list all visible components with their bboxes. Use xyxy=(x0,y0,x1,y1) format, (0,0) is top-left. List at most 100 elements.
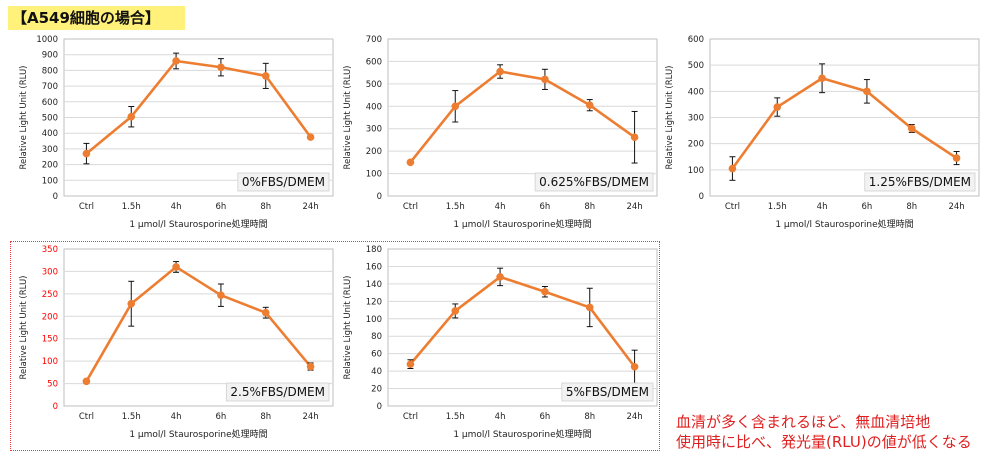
y-tick-label: 300 xyxy=(42,145,58,155)
y-tick-label: 60 xyxy=(371,350,382,360)
y-tick-label: 250 xyxy=(42,290,58,300)
y-axis-label: Relative Light Unit (RLU) xyxy=(665,66,675,170)
x-tick-label: Ctrl xyxy=(79,412,94,422)
y-tick-label: 40 xyxy=(371,367,382,377)
condition-label: 1.25%FBS/DMEM xyxy=(869,175,971,189)
y-tick-label: 0 xyxy=(53,402,58,412)
x-tick-label: 8h xyxy=(260,412,271,422)
x-tick-label: 6h xyxy=(540,412,551,422)
x-tick-label: 1.5h xyxy=(446,202,465,212)
plot-area xyxy=(63,248,334,407)
x-axis-label: 1 μmol/l Staurosporine処理時間 xyxy=(129,218,267,230)
x-tick-label: Ctrl xyxy=(725,202,740,212)
data-point xyxy=(82,149,91,158)
y-tick-label: 0 xyxy=(699,192,704,202)
x-tick-label: 1.5h xyxy=(122,412,141,422)
data-point xyxy=(952,154,961,162)
plot-area xyxy=(387,248,658,407)
y-tick-label: 160 xyxy=(366,262,382,272)
y-tick-label: 600 xyxy=(366,57,382,67)
y-tick-label: 200 xyxy=(366,147,382,157)
data-point xyxy=(127,299,136,308)
x-tick-label: 4h xyxy=(495,412,506,422)
x-tick-label: 6h xyxy=(216,202,227,212)
y-tick-label: 0 xyxy=(377,192,382,202)
y-axis-label: Relative Light Unit (RLU) xyxy=(343,66,353,170)
chart-5pct-fbs: 0 20 40 60 80 100 120 140 160 180 Ctrl 1.5h 4h 6h 8h 24… xyxy=(338,243,663,448)
y-tick-label: 120 xyxy=(366,297,382,307)
y-tick-label: 500 xyxy=(42,114,58,124)
chart-0pct-fbs: 0 100 200 300 400 500 600 700 800 900 1000 Ctrl 1.5h… xyxy=(14,33,339,238)
x-tick-label: Ctrl xyxy=(79,202,94,212)
y-tick-label: 100 xyxy=(366,315,382,325)
x-axis-label: 1 μmol/l Staurosporine処理時間 xyxy=(775,218,913,230)
x-axis-label: 1 μmol/l Staurosporine処理時間 xyxy=(453,218,591,230)
y-tick-label: 200 xyxy=(42,161,58,171)
y-tick-label: 900 xyxy=(42,51,58,61)
x-tick-label: 1.5h xyxy=(768,202,787,212)
conclusion-line-2: 使用時に比べ、発光量(RLU)の値が低くなる xyxy=(676,433,972,451)
x-axis-label: 1 μmol/l Staurosporine処理時間 xyxy=(129,428,267,440)
data-point xyxy=(630,133,639,142)
y-axis-label: Relative Light Unit (RLU) xyxy=(343,276,353,380)
x-tick-label: 8h xyxy=(584,412,595,422)
chart-svg: 0 20 40 60 80 100 120 140 160 180 Ctrl 1.5h 4h 6h 8h 24… xyxy=(343,245,658,440)
data-point xyxy=(496,273,504,281)
condition-label: 5%FBS/DMEM xyxy=(566,385,649,399)
x-tick-label: 4h xyxy=(495,202,506,212)
data-point xyxy=(127,112,136,121)
y-tick-label: 50 xyxy=(47,380,58,390)
conclusion-line-1: 血清が多く含まれるほど、無血清培地 xyxy=(676,413,931,431)
y-axis-label: Relative Light Unit (RLU) xyxy=(19,276,29,380)
y-tick-label: 200 xyxy=(688,140,704,150)
condition-label: 0.625%FBS/DMEM xyxy=(539,175,649,189)
y-tick-label: 0 xyxy=(53,192,58,202)
chart-125pct-fbs: 0 100 200 300 400 500 600 Ctrl 1.5h 4h 6h 8h 24h 1 μm… xyxy=(660,33,985,238)
y-tick-label: 350 xyxy=(42,245,58,255)
x-tick-label: 6h xyxy=(862,202,873,212)
condition-label: 0%FBS/DMEM xyxy=(242,175,325,189)
y-tick-label: 300 xyxy=(366,125,382,135)
data-point xyxy=(630,362,639,371)
y-tick-label: 100 xyxy=(688,166,704,176)
data-point xyxy=(306,362,315,371)
x-tick-label: 24h xyxy=(302,412,318,422)
y-tick-label: 500 xyxy=(688,61,704,71)
y-tick-label: 600 xyxy=(42,98,58,108)
chart-svg: 0 50 100 150 200 250 300 350 Ctrl 1.5h 4h 6h 8h 24h 1 … xyxy=(19,245,334,440)
y-axis-label: Relative Light Unit (RLU) xyxy=(19,66,29,170)
y-tick-label: 400 xyxy=(366,102,382,112)
data-point xyxy=(172,57,180,65)
chart-0625pct-fbs: 0 100 200 300 400 500 600 700 Ctrl 1.5h 4h 6h 8h 24h 1… xyxy=(338,33,663,238)
data-point xyxy=(863,87,871,96)
y-tick-label: 180 xyxy=(366,245,382,255)
y-tick-label: 1000 xyxy=(36,35,58,45)
data-point xyxy=(82,377,91,386)
data-point xyxy=(585,303,594,312)
x-tick-label: 6h xyxy=(540,202,551,212)
page-title: 【A549細胞の場合】 xyxy=(8,6,185,30)
condition-label-box xyxy=(534,172,654,192)
data-point xyxy=(585,101,594,109)
x-tick-label: 24h xyxy=(302,202,318,212)
condition-label-box xyxy=(561,382,654,402)
y-tick-label: 140 xyxy=(366,280,382,290)
x-tick-label: 1.5h xyxy=(446,412,465,422)
y-tick-label: 400 xyxy=(42,129,58,139)
y-tick-label: 0 xyxy=(377,402,382,412)
y-tick-label: 150 xyxy=(42,335,58,345)
data-point xyxy=(496,67,504,76)
x-tick-label: 8h xyxy=(260,202,271,212)
series-line xyxy=(85,59,312,155)
x-tick-label: 4h xyxy=(171,412,182,422)
x-tick-label: 4h xyxy=(171,202,182,212)
y-tick-label: 700 xyxy=(366,35,382,45)
conclusion-note: 血清が多く含まれるほど、無血清培地 使用時に比べ、発光量(RLU)の値が低くなる xyxy=(676,412,972,452)
y-tick-label: 20 xyxy=(371,385,382,395)
series-line xyxy=(409,275,636,368)
data-point xyxy=(217,291,225,300)
condition-label-box xyxy=(225,382,330,402)
data-point xyxy=(773,103,782,111)
y-tick-label: 600 xyxy=(688,35,704,45)
data-point xyxy=(451,102,460,111)
